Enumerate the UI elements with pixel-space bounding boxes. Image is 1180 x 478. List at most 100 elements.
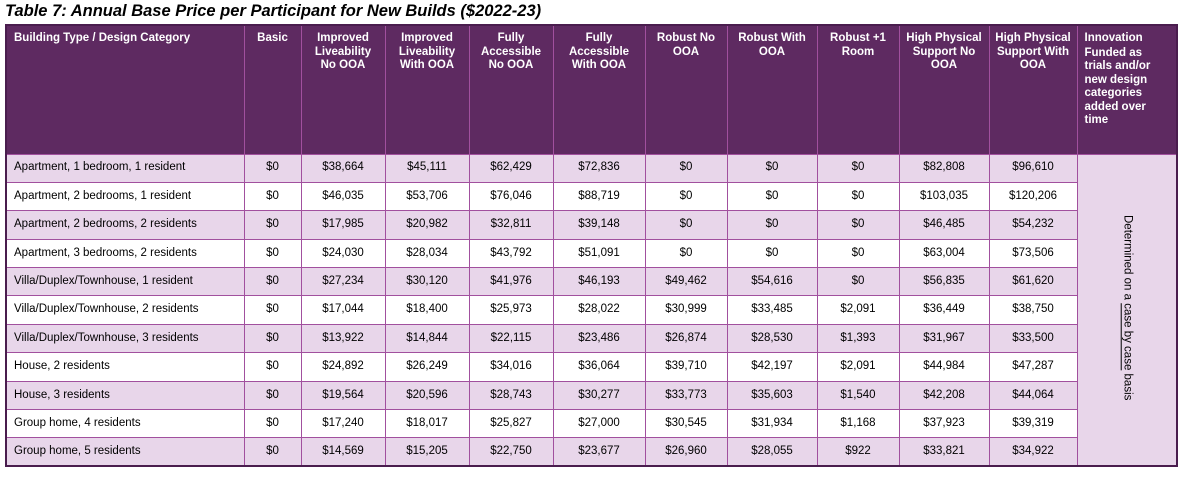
price-cell: $0 (243, 352, 302, 382)
price-cell: $53,706 (384, 181, 470, 212)
price-cell: $38,750 (988, 295, 1078, 325)
row-category: House, 3 residents (5, 380, 245, 411)
price-cell: $37,923 (898, 409, 990, 439)
table-row: Villa/Duplex/Townhouse, 3 residents $0 $13… (5, 323, 1177, 354)
price-cell: $26,874 (644, 323, 728, 354)
table-row: House, 2 residents $0 $24,892 $26,249 $34,01… (5, 352, 1177, 382)
table-row: Villa/Duplex/Townhouse, 2 residents $0 $17… (5, 295, 1177, 325)
price-cell: $0 (243, 267, 302, 297)
price-cell: $19,564 (300, 380, 386, 411)
table-row: House, 3 residents $0 $19,564 $20,596 $28,74… (5, 380, 1177, 411)
price-cell: $25,827 (468, 409, 554, 439)
price-cell: $17,240 (300, 409, 386, 439)
price-cell: $32,811 (468, 210, 554, 240)
col-header-improved-liveability-no-ooa: Improved Liveability No OOA (300, 24, 386, 155)
col-header-innovation: Innovation Funded as trials and/or new d… (1076, 24, 1178, 155)
price-cell: $0 (726, 153, 818, 183)
row-category: Apartment, 3 bedrooms, 2 residents (5, 238, 245, 269)
price-cell: $28,530 (726, 323, 818, 354)
price-cell: $36,449 (898, 295, 990, 325)
price-cell: $33,773 (644, 380, 728, 411)
price-cell: $2,091 (816, 352, 900, 382)
price-cell: $46,485 (898, 210, 990, 240)
price-cell: $63,004 (898, 238, 990, 269)
price-cell: $44,984 (898, 352, 990, 382)
price-cell: $28,022 (552, 295, 646, 325)
price-cell: $0 (243, 380, 302, 411)
price-cell: $30,999 (644, 295, 728, 325)
price-cell: $18,400 (384, 295, 470, 325)
price-cell: $22,750 (468, 437, 554, 467)
price-cell: $82,808 (898, 153, 990, 183)
price-cell: $88,719 (552, 181, 646, 212)
price-cell: $46,193 (552, 267, 646, 297)
price-cell: $1,168 (816, 409, 900, 439)
innovation-note-text: Determined on a case by case basis (1120, 215, 1134, 400)
price-cell: $46,035 (300, 181, 386, 212)
price-cell: $33,821 (898, 437, 990, 467)
price-cell: $0 (243, 181, 302, 212)
price-cell: $45,111 (384, 153, 470, 183)
price-cell: $0 (726, 210, 818, 240)
price-cell: $30,545 (644, 409, 728, 439)
price-cell: $15,205 (384, 437, 470, 467)
price-cell: $28,743 (468, 380, 554, 411)
price-table: Building Type / Design Category Basic Im… (5, 24, 1178, 468)
price-cell: $120,206 (988, 181, 1078, 212)
col-header-building-type: Building Type / Design Category (5, 24, 245, 155)
row-category: Group home, 4 residents (5, 409, 245, 439)
row-category: Villa/Duplex/Townhouse, 3 residents (5, 323, 245, 354)
price-cell: $0 (644, 210, 728, 240)
price-cell: $72,836 (552, 153, 646, 183)
col-header-robust-plus-1-room: Robust +1 Room (816, 24, 900, 155)
price-cell: $22,115 (468, 323, 554, 354)
price-cell: $30,120 (384, 267, 470, 297)
row-category: Villa/Duplex/Townhouse, 2 residents (5, 295, 245, 325)
price-cell: $27,234 (300, 267, 386, 297)
row-category: Apartment, 1 bedroom, 1 resident (5, 153, 245, 183)
price-cell: $35,603 (726, 380, 818, 411)
innovation-note-cell: Determined on a case by case basis (1076, 153, 1178, 467)
price-cell: $0 (726, 181, 818, 212)
price-cell: $0 (243, 409, 302, 439)
table-title: Table 7: Annual Base Price per Participa… (5, 2, 542, 20)
price-cell: $31,967 (898, 323, 990, 354)
price-cell: $39,710 (644, 352, 728, 382)
row-category: Apartment, 2 bedrooms, 2 residents (5, 210, 245, 240)
table-row: Apartment, 2 bedrooms, 1 resident $0 $46,0… (5, 181, 1177, 212)
price-cell: $103,035 (898, 181, 990, 212)
price-cell: $24,030 (300, 238, 386, 269)
price-cell: $51,091 (552, 238, 646, 269)
price-cell: $0 (816, 267, 900, 297)
innovation-title: Innovation (1084, 32, 1143, 44)
price-cell: $34,922 (988, 437, 1078, 467)
price-cell: $1,540 (816, 380, 900, 411)
price-cell: $0 (644, 153, 728, 183)
col-header-fully-accessible-no-ooa: Fully Accessible No OOA (468, 24, 554, 155)
price-cell: $31,934 (726, 409, 818, 439)
innovation-note-prefix: Determined on a (1121, 214, 1134, 304)
price-cell: $14,569 (300, 437, 386, 467)
price-cell: $33,500 (988, 323, 1078, 354)
price-cell: $0 (644, 181, 728, 212)
price-cell: $0 (816, 181, 900, 212)
price-cell: $17,044 (300, 295, 386, 325)
price-cell: $96,610 (988, 153, 1078, 183)
case-by-case-link[interactable]: case by case (1121, 303, 1134, 371)
price-cell: $56,835 (898, 267, 990, 297)
price-cell: $20,596 (384, 380, 470, 411)
price-cell: $42,197 (726, 352, 818, 382)
price-cell: $0 (243, 238, 302, 269)
price-cell: $26,249 (384, 352, 470, 382)
price-cell: $23,677 (552, 437, 646, 467)
price-cell: $43,792 (468, 238, 554, 269)
price-cell: $0 (243, 323, 302, 354)
price-cell: $33,485 (726, 295, 818, 325)
col-header-improved-liveability-with-ooa: Improved Liveability With OOA (384, 24, 470, 155)
table-row: Apartment, 2 bedrooms, 2 residents $0 $17,… (5, 210, 1177, 240)
price-cell: $13,922 (300, 323, 386, 354)
price-cell: $30,277 (552, 380, 646, 411)
table-row: Group home, 5 residents $0 $14,569 $15,205 $… (5, 437, 1177, 467)
table-row: Group home, 4 residents $0 $17,240 $18,017 $… (5, 409, 1177, 439)
